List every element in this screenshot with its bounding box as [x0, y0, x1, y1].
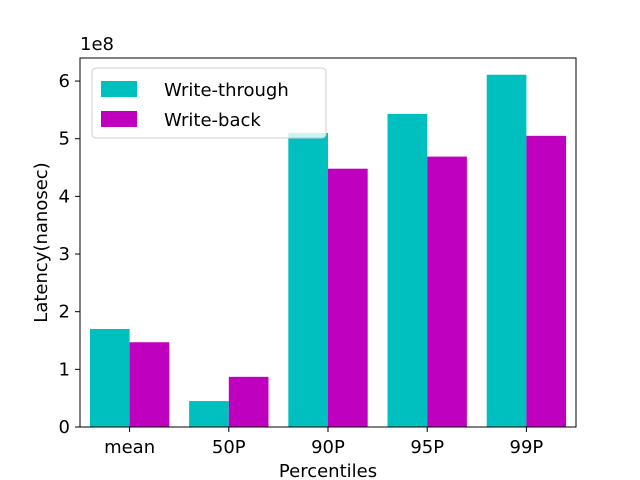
legend-label: Write-back [164, 110, 261, 131]
x-tick-label: 90P [311, 437, 345, 458]
x-tick-label: mean [104, 437, 155, 458]
legend-box [91, 67, 327, 139]
y-tick-label: 5 [59, 129, 70, 150]
y-tick-label: 4 [59, 186, 70, 207]
x-tick-label: 99P [510, 437, 544, 458]
y-tick-label: 1 [59, 359, 70, 380]
x-tick-label: 95P [410, 437, 444, 458]
bar-write-through-50p [189, 401, 229, 427]
bar-write-back-50p [228, 376, 269, 427]
legend-label: Write-through [164, 80, 289, 101]
bar-write-back-99p [526, 135, 567, 427]
bar-write-back-95p [427, 156, 467, 427]
legend: Write-through Write-back [91, 67, 327, 139]
x-axis-label: Percentiles [279, 461, 377, 480]
y-tick-label: 3 [59, 244, 70, 265]
y-multiplier-label: 1e8 [80, 34, 114, 55]
bar-write-through-99p [486, 74, 527, 428]
legend-swatch [101, 111, 137, 127]
bars [89, 74, 567, 428]
legend-swatch [101, 81, 137, 97]
y-tick-label: 2 [59, 302, 70, 323]
bar-write-back-mean [129, 342, 170, 427]
bar-write-back-90p [328, 168, 368, 427]
y-axis-label: Latency(nanosec) [31, 162, 52, 322]
bar-write-through-mean [89, 328, 130, 427]
axes: 0 1 2 3 4 5 6 mean 50P 90P 95P 99P [59, 57, 577, 458]
y-tick-label: 6 [59, 71, 70, 92]
x-tick-label: 50P [212, 437, 246, 458]
y-tick-label: 0 [59, 417, 70, 438]
bar-write-through-90p [288, 132, 328, 427]
bar-write-through-95p [387, 113, 428, 427]
